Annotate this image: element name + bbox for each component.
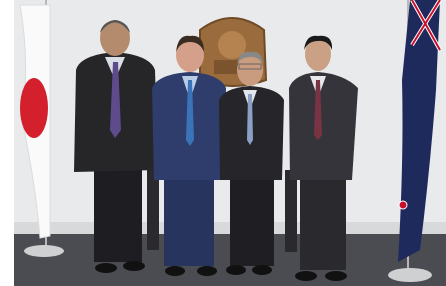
stand: [285, 170, 297, 252]
left-border: [0, 0, 14, 286]
page: (() => { const data = JSON.parse(documen…: [0, 0, 446, 286]
photo: [0, 0, 446, 286]
